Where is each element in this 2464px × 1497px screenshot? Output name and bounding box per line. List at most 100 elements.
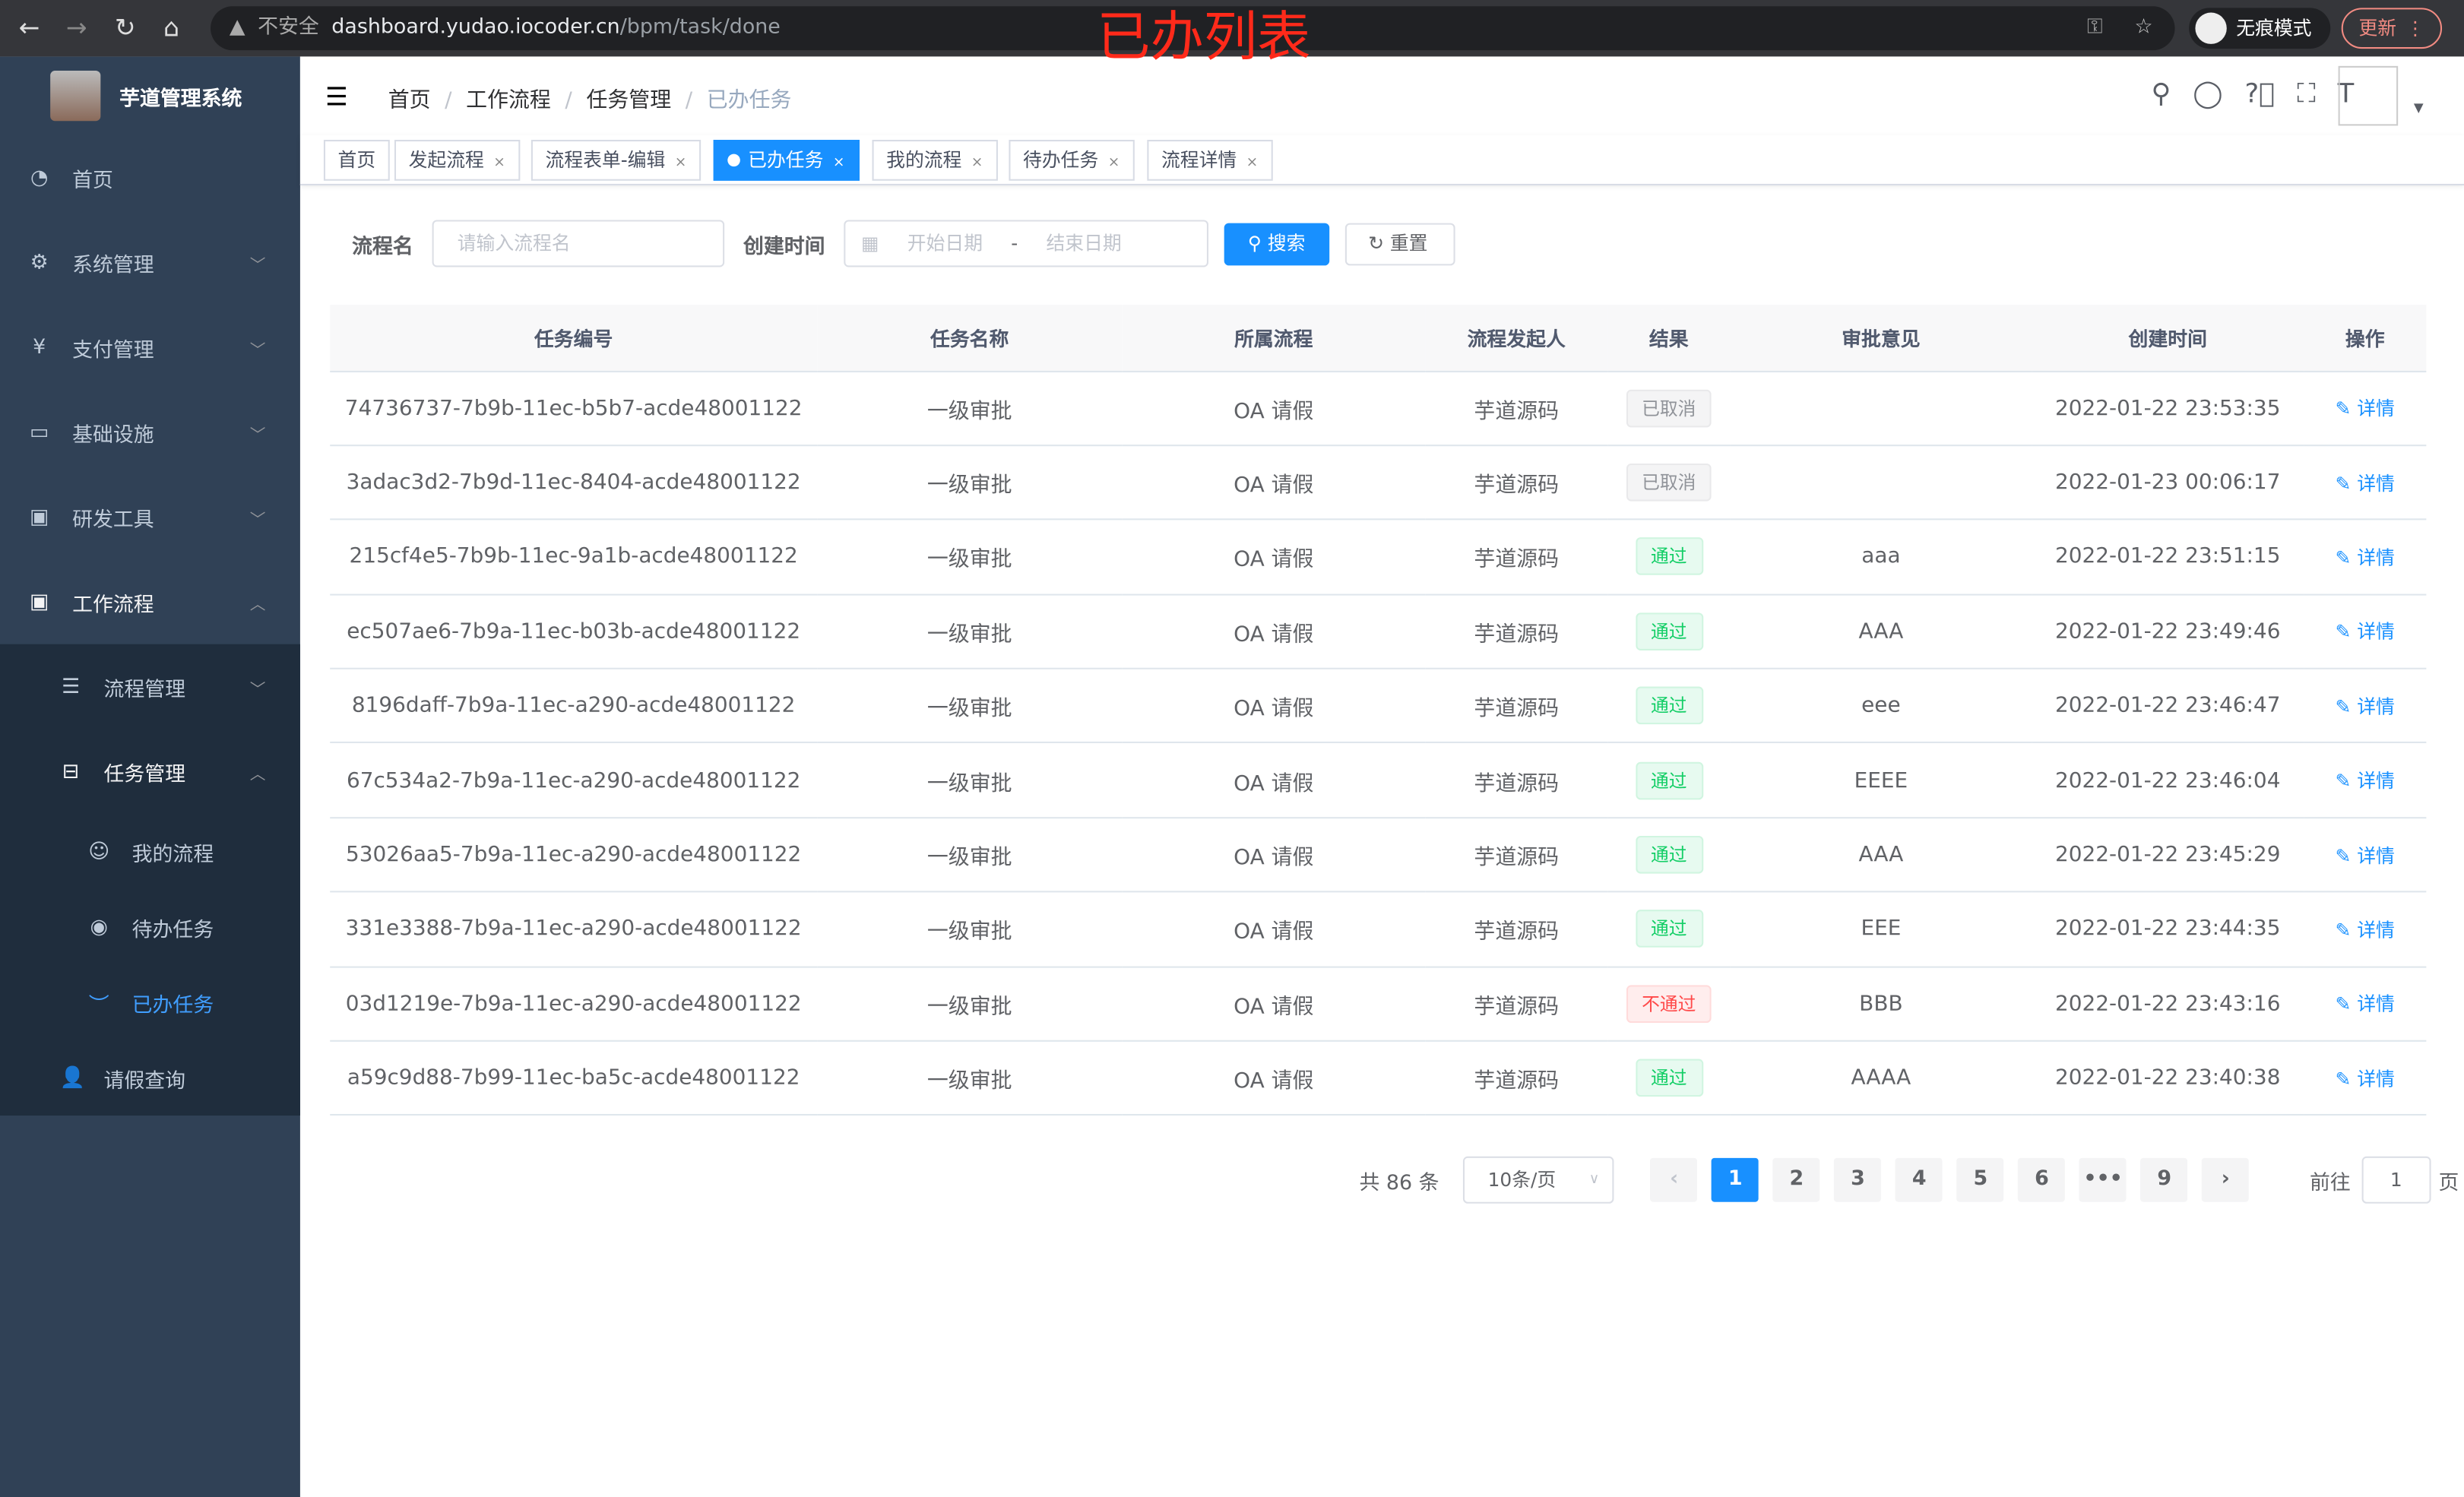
comment: eee: [1730, 668, 2032, 744]
comment: AAA: [1730, 593, 2032, 669]
page-button[interactable]: 9: [2140, 1157, 2188, 1202]
result-badge: 通过: [1635, 687, 1703, 725]
detail-button[interactable]: ✎ 详情: [2336, 472, 2395, 494]
caret-down-icon[interactable]: ▼: [2413, 100, 2424, 115]
reset-button[interactable]: ↻ 重置: [1344, 222, 1455, 265]
sidebar-item-workflow[interactable]: ▣ 工作流程 ︿: [0, 559, 300, 644]
tag-form-edit[interactable]: 流程表单-编辑 ×: [530, 140, 701, 181]
toolbox-icon: ▣: [29, 590, 49, 614]
fullscreen-icon[interactable]: ⛶: [2297, 78, 2316, 110]
table-row: ec507ae6-7b9a-11ec-b03b-acde48001122 一级审批…: [330, 593, 2427, 669]
hamburger-icon[interactable]: ☰: [325, 81, 348, 112]
close-icon[interactable]: ×: [1107, 155, 1120, 172]
sidebar-item-system[interactable]: ⚙ 系统管理 ﹀: [0, 220, 300, 305]
tag-start-process[interactable]: 发起流程 ×: [394, 140, 520, 181]
logo-image: [50, 71, 101, 122]
forward-icon[interactable]: →: [65, 12, 87, 43]
detail-button[interactable]: ✎ 详情: [2336, 695, 2395, 717]
sidebar-item-my-process[interactable]: ☺ 我的流程: [0, 814, 300, 889]
key-icon[interactable]: ⚿: [2086, 15, 2103, 40]
date-range-picker[interactable]: ▦ 开始日期 - 结束日期: [844, 220, 1209, 267]
edit-icon: ✎: [2335, 621, 2358, 644]
detail-button[interactable]: ✎ 详情: [2336, 1068, 2395, 1090]
prev-page-button[interactable]: ‹: [1650, 1157, 1698, 1202]
comment: BBB: [1730, 966, 2032, 1042]
update-label: 更新: [2358, 17, 2397, 40]
column-header: 创建时间: [2032, 305, 2304, 372]
page-button[interactable]: 2: [1772, 1157, 1820, 1202]
search-icon[interactable]: ⚲: [2151, 78, 2171, 110]
tag-done-tasks[interactable]: 已办任务 ×: [713, 140, 860, 181]
sidebar-item-infra[interactable]: ▭ 基础设施 ﹀: [0, 390, 300, 475]
close-icon[interactable]: ×: [971, 155, 983, 172]
goto-page-input[interactable]: 1: [2361, 1156, 2431, 1204]
reload-icon[interactable]: ↻: [114, 12, 136, 43]
next-page-button[interactable]: ›: [2202, 1157, 2250, 1202]
breadcrumb-item[interactable]: 首页: [388, 87, 431, 113]
detail-button[interactable]: ✎ 详情: [2336, 546, 2395, 568]
sidebar-item-devtools[interactable]: ▣ 研发工具 ﹀: [0, 474, 300, 559]
detail-button[interactable]: ✎ 详情: [2336, 397, 2395, 419]
avatar[interactable]: [2338, 65, 2399, 126]
page-button[interactable]: 6: [2018, 1157, 2066, 1202]
close-icon[interactable]: ×: [493, 155, 505, 172]
sidebar-item-todo[interactable]: ◉ 待办任务: [0, 889, 300, 964]
process-name-input[interactable]: 请输入流程名: [432, 220, 725, 267]
tag-todo[interactable]: 待办任务 ×: [1009, 140, 1134, 181]
task-name: 一级审批: [817, 966, 1123, 1042]
breadcrumb-item[interactable]: 工作流程: [466, 87, 551, 113]
start-date: 开始日期: [907, 233, 983, 255]
starter: 芋道源码: [1425, 519, 1608, 595]
detail-button[interactable]: ✎ 详情: [2336, 993, 2395, 1015]
incognito-badge[interactable]: 无痕模式: [2189, 8, 2331, 49]
tag-home[interactable]: 首页: [323, 140, 390, 181]
detail-button[interactable]: ✎ 详情: [2336, 919, 2395, 941]
breadcrumb-item[interactable]: 任务管理: [586, 87, 672, 113]
table-row: 67c534a2-7b9a-11ec-a290-acde48001122 一级审批…: [330, 742, 2427, 818]
tag-my-process[interactable]: 我的流程 ×: [872, 140, 998, 181]
create-time: 2022-01-22 23:53:35: [2032, 370, 2304, 446]
starter: 芋道源码: [1425, 742, 1608, 818]
create-time: 2022-01-22 23:51:15: [2032, 519, 2304, 595]
back-icon[interactable]: ←: [18, 12, 40, 43]
sidebar-item-pay[interactable]: ¥ 支付管理 ﹀: [0, 305, 300, 390]
sidebar-item-done[interactable]: ︶ 已办任务: [0, 965, 300, 1040]
page-button[interactable]: 4: [1896, 1157, 1943, 1202]
detail-button[interactable]: ✎ 详情: [2336, 770, 2395, 792]
sidebar-item-home[interactable]: ◔ 首页: [0, 135, 300, 220]
home-icon[interactable]: ⌂: [163, 12, 180, 43]
page-size-select[interactable]: 10条/页 ∨: [1462, 1156, 1614, 1204]
help-icon[interactable]: ?⃝: [2244, 78, 2276, 110]
page-button[interactable]: 1: [1712, 1157, 1759, 1202]
detail-button[interactable]: ✎ 详情: [2336, 844, 2395, 866]
sidebar: 芋道管理系统 ◔ 首页 ⚙ 系统管理 ﹀ ¥ 支付管理 ﹀ ▭ 基础设施 ﹀ ▣ 研发工具 ﹀ ▣…: [0, 56, 300, 1497]
logo[interactable]: 芋道管理系统: [0, 56, 300, 135]
star-icon[interactable]: ☆: [2134, 15, 2153, 40]
page-button[interactable]: 5: [1956, 1157, 2004, 1202]
update-button[interactable]: 更新 ⋮: [2341, 8, 2443, 49]
page-button[interactable]: •••: [2079, 1157, 2127, 1202]
detail-button[interactable]: ✎ 详情: [2336, 621, 2395, 643]
tag-process-detail[interactable]: 流程详情 ×: [1147, 140, 1272, 181]
task-name: 一级审批: [817, 519, 1123, 595]
sidebar-item-process-mgmt[interactable]: ☰ 流程管理 ﹀: [0, 644, 300, 730]
close-icon[interactable]: ×: [674, 155, 687, 172]
column-header: 任务编号: [330, 305, 818, 372]
github-icon[interactable]: ◯: [2193, 78, 2223, 110]
close-icon[interactable]: ×: [832, 155, 845, 172]
chevron-down-icon: ﹀: [249, 681, 266, 699]
tag-label: 待办任务: [1023, 149, 1099, 172]
result-cell: 不通过: [1607, 966, 1731, 1042]
task-id: 03d1219e-7b9a-11ec-a290-acde48001122: [330, 966, 818, 1042]
sidebar-item-task-mgmt[interactable]: ⊟ 任务管理 ︿: [0, 729, 300, 814]
edit-icon: ✎: [2335, 546, 2358, 569]
task-id: 215cf4e5-7b9b-11ec-9a1b-acde48001122: [330, 519, 818, 595]
close-icon[interactable]: ×: [1246, 155, 1259, 172]
search-button[interactable]: ⚲ 搜索: [1224, 222, 1329, 265]
action-cell: ✎ 详情: [2304, 817, 2427, 893]
font-size-icon[interactable]: T: [2337, 78, 2355, 110]
address-bar[interactable]: ▲ 不安全 dashboard.yudao.iocoder.cn/bpm/task/…: [211, 6, 2175, 51]
process-name: OA 请假: [1122, 742, 1426, 818]
sidebar-item-leave[interactable]: 👤 请假查询: [0, 1040, 300, 1116]
page-button[interactable]: 3: [1834, 1157, 1882, 1202]
